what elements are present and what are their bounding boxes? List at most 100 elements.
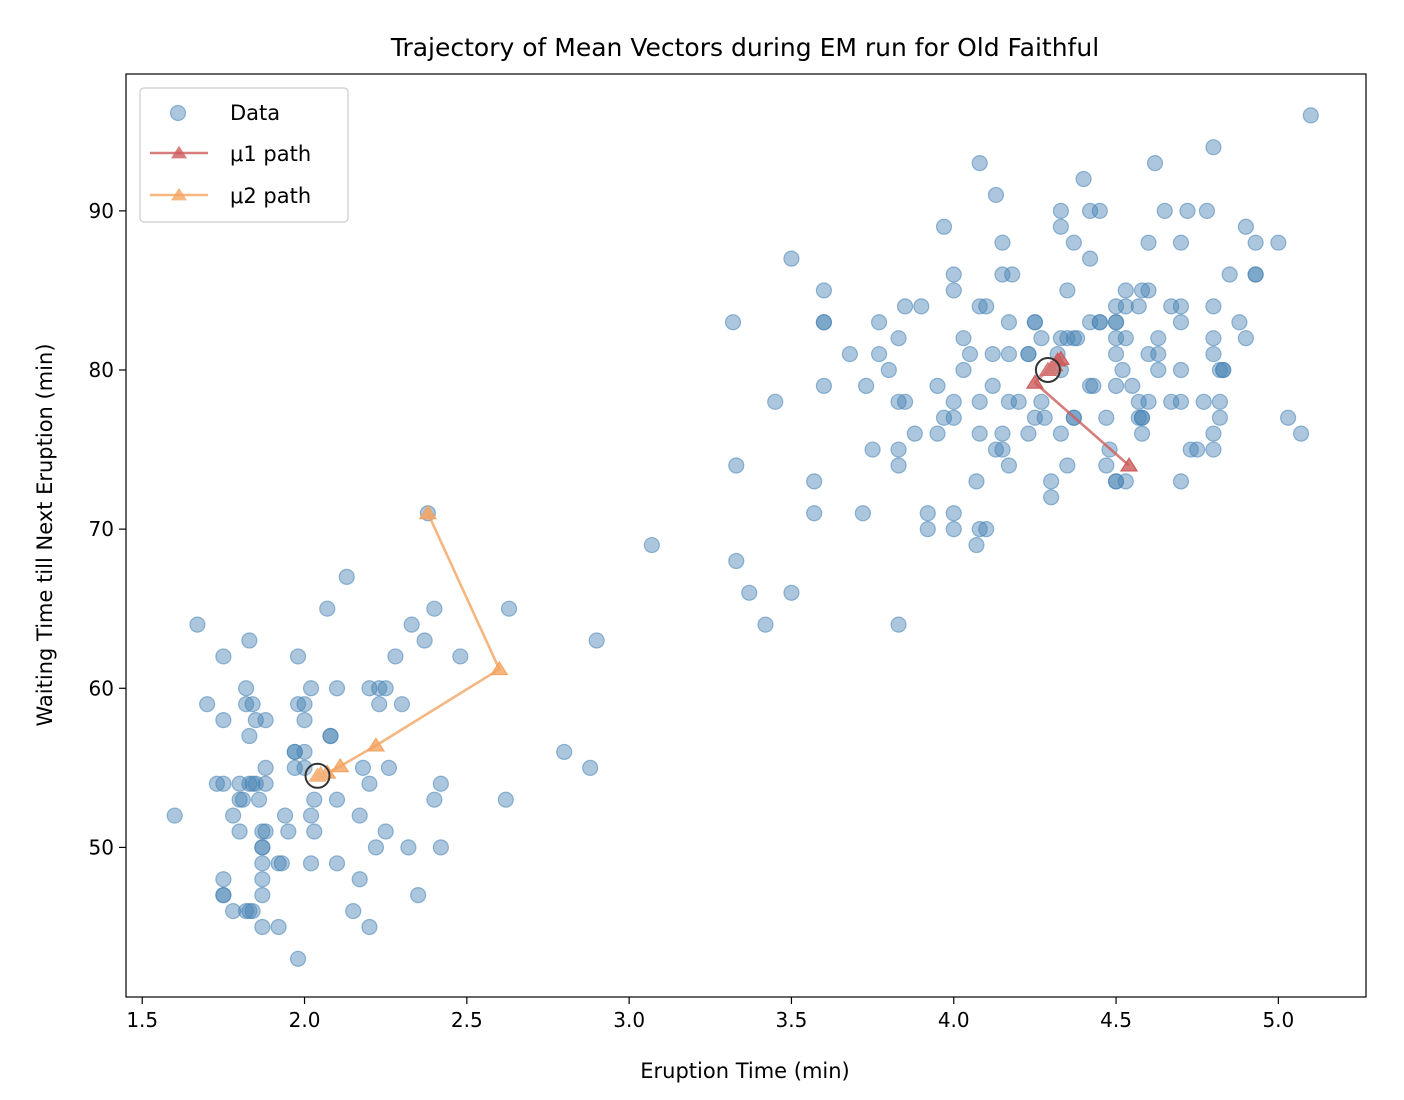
data-point xyxy=(238,680,255,697)
data-point xyxy=(328,680,346,697)
data-point xyxy=(588,632,605,649)
data-point xyxy=(302,855,320,872)
y-tick-label: 50 xyxy=(89,835,114,859)
data-point xyxy=(215,775,232,792)
data-point xyxy=(1098,457,1115,474)
data-point xyxy=(1059,282,1076,299)
data-point xyxy=(306,823,323,840)
data-point xyxy=(377,823,394,840)
data-point xyxy=(1150,361,1167,379)
data-point xyxy=(1091,314,1108,331)
data-point xyxy=(215,871,232,888)
data-point xyxy=(994,441,1011,458)
data-point xyxy=(971,393,988,410)
data-point xyxy=(241,727,258,745)
data-point xyxy=(1211,409,1229,426)
data-point xyxy=(890,330,907,347)
y-tick-label: 80 xyxy=(89,358,114,382)
data-point xyxy=(1292,425,1310,442)
legend-box xyxy=(139,87,349,223)
data-point xyxy=(978,521,995,538)
data-point xyxy=(1140,282,1157,299)
mu1-path-marker xyxy=(1119,457,1139,472)
data-point xyxy=(1020,425,1037,442)
data-point xyxy=(215,648,232,665)
x-axis-title: Eruption Time (min) xyxy=(640,1059,850,1083)
data-point xyxy=(783,250,800,267)
mu2-path-marker xyxy=(418,504,437,520)
data-point xyxy=(254,871,271,888)
data-point xyxy=(1081,250,1099,267)
data-point xyxy=(1059,457,1076,474)
data-point xyxy=(1205,345,1222,363)
final-means xyxy=(304,356,1061,789)
data-point xyxy=(1211,393,1229,410)
data-point xyxy=(497,791,514,808)
data-point xyxy=(1052,425,1069,442)
data-point xyxy=(1107,345,1125,363)
data-point xyxy=(296,711,313,729)
data-point xyxy=(1150,330,1167,347)
data-point xyxy=(1140,393,1157,410)
data-point xyxy=(1172,298,1190,315)
data-point xyxy=(254,839,271,856)
data-point xyxy=(400,839,417,856)
data-point xyxy=(1124,377,1141,395)
data-point xyxy=(1179,202,1196,219)
data-point xyxy=(728,552,745,570)
legend-label-mu2: μ2 path xyxy=(230,184,311,208)
data-point xyxy=(971,155,988,172)
x-tick-label: 5.0 xyxy=(1262,1008,1294,1032)
data-point xyxy=(1172,473,1190,490)
data-point xyxy=(225,807,242,824)
data-point xyxy=(890,616,907,633)
y-axis: 50 60 70 80 90 xyxy=(89,199,126,859)
data-point xyxy=(1133,409,1151,426)
data-point xyxy=(257,775,274,792)
data-point xyxy=(234,791,251,808)
data-point xyxy=(741,584,758,601)
data-point xyxy=(1237,218,1254,235)
y-tick-label: 90 xyxy=(89,199,114,223)
data-point xyxy=(1026,314,1044,331)
mu1-path-marker xyxy=(1025,374,1044,389)
data-point xyxy=(1043,489,1060,506)
data-point xyxy=(919,505,936,522)
data-point xyxy=(643,536,660,554)
data-point xyxy=(273,855,290,872)
x-tick-label: 4.0 xyxy=(938,1008,970,1032)
data-point xyxy=(270,918,287,936)
data-point xyxy=(328,855,346,872)
data-point xyxy=(254,855,271,872)
data-point xyxy=(500,600,518,617)
data-point xyxy=(302,680,320,697)
data-point xyxy=(1036,409,1053,426)
data-point xyxy=(215,887,232,904)
data-point xyxy=(199,696,216,713)
data-point xyxy=(864,441,881,458)
data-point xyxy=(945,266,962,283)
data-point xyxy=(890,457,907,474)
x-tick-label: 1.5 xyxy=(126,1008,158,1032)
data-point xyxy=(1091,202,1108,219)
data-point xyxy=(1146,155,1164,172)
data-point xyxy=(166,807,183,824)
data-point xyxy=(189,616,206,633)
data-point xyxy=(929,425,946,442)
x-tick-label: 2.0 xyxy=(289,1008,321,1032)
data-point xyxy=(978,298,995,315)
data-point xyxy=(452,648,469,665)
data-point xyxy=(806,473,823,490)
x-axis: 1.5 2.0 2.5 3.0 3.5 4.0 4.5 5.0 xyxy=(126,997,1294,1032)
data-point xyxy=(1270,234,1287,251)
data-point xyxy=(371,680,388,697)
data-point xyxy=(556,743,573,761)
data-point xyxy=(254,918,271,936)
data-point xyxy=(1052,330,1069,347)
data-point xyxy=(724,314,742,331)
data-point xyxy=(1198,202,1216,219)
data-point xyxy=(215,711,232,729)
data-point xyxy=(1189,441,1206,458)
data-point xyxy=(257,711,274,729)
